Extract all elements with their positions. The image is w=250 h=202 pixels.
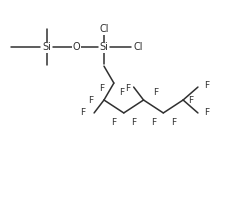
Text: F: F <box>154 87 158 97</box>
Text: Cl: Cl <box>99 24 109 34</box>
Text: F: F <box>125 84 130 93</box>
Text: F: F <box>131 118 136 127</box>
Text: Si: Si <box>43 42 51 52</box>
Text: Cl: Cl <box>134 42 143 52</box>
Text: F: F <box>119 87 124 97</box>
Text: F: F <box>111 118 116 127</box>
Text: Si: Si <box>100 42 108 52</box>
Text: F: F <box>204 81 209 89</box>
Text: F: F <box>80 108 86 117</box>
Text: F: F <box>99 84 104 93</box>
Text: O: O <box>73 42 80 52</box>
Text: F: F <box>151 118 156 127</box>
Text: F: F <box>204 108 209 117</box>
Text: F: F <box>88 96 93 104</box>
Text: F: F <box>188 96 193 104</box>
Text: F: F <box>171 118 176 127</box>
